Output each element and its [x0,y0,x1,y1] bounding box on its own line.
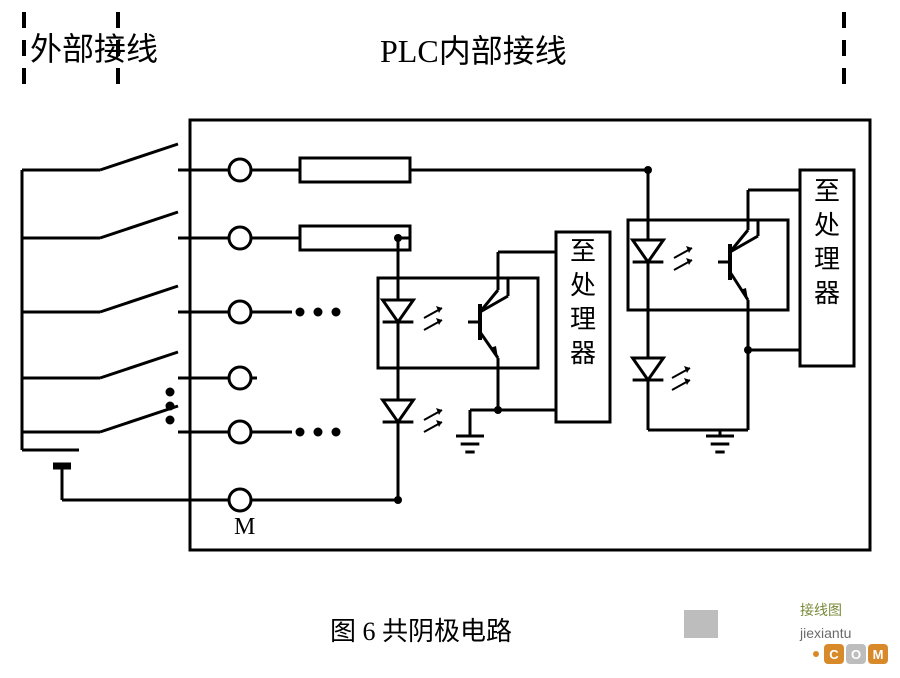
svg-text:至: 至 [814,177,840,206]
svg-text:M: M [873,647,884,662]
svg-text:C: C [829,647,839,662]
label-internal-wiring: PLC内部接线 [380,33,567,69]
led-indicator-1-icon [383,400,442,448]
svg-text:至: 至 [570,237,596,266]
svg-text:接线图: 接线图 [800,602,842,619]
svg-text:器: 器 [570,339,596,368]
row-ellipsis [251,308,341,437]
led-indicator-2-icon [633,358,690,406]
svg-text:处: 处 [814,211,840,240]
input-resistors [251,158,410,250]
optocoupler-2-icon [628,220,788,310]
ground-1-icon [456,430,484,452]
processor-1-label: 至处理器 [570,237,596,368]
svg-text:O: O [851,647,861,662]
optocoupler-1-icon [378,278,538,368]
artifact-gray-box-icon [684,610,718,638]
svg-text:jiexiantu: jiexiantu [799,625,851,641]
svg-text:理: 理 [814,245,840,274]
terminal-m-label: M [234,514,255,540]
input-rows [22,144,251,511]
svg-text:器: 器 [814,279,840,308]
watermark-icon: 接线图 jiexiantu COM [799,602,888,664]
processor-2-label: 至处理器 [814,177,840,308]
figure-caption: 图 6 共阴极电路 [330,617,512,646]
battery-icon [22,432,79,500]
ground-2-icon [706,430,734,452]
svg-text:理: 理 [570,305,596,334]
svg-text:处: 处 [570,271,596,300]
switch-ellipsis [166,388,175,425]
diagram-canvas: 外部接线 PLC内部接线 至处理器 至处理器 M 图 6 共阴极电路 接线图ji… [0,0,900,678]
label-external-wiring: 外部接线 [30,31,158,67]
